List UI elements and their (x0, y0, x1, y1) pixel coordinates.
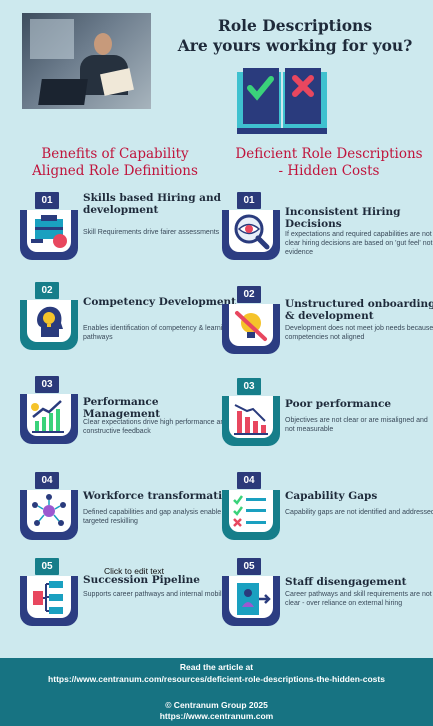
cost-desc-2: Development does not meet job needs beca… (285, 325, 433, 341)
cost-number-3: 03 (237, 378, 261, 395)
stressed-worker-photo (22, 13, 151, 109)
read-article-label: Read the article at (179, 662, 254, 672)
benefit-number-3: 03 (35, 376, 59, 393)
blocked-lightbulb-icon (222, 304, 280, 354)
benefit-title-1: Skills based Hiring and development (83, 192, 221, 216)
footer-banner: Read the article at https://www.centranu… (0, 658, 433, 726)
network-people-icon (20, 490, 78, 540)
lightbulb-head-icon (20, 300, 78, 350)
benefit-title-2: Competency Development (83, 296, 236, 308)
benefit-number-5: 05 (35, 558, 59, 575)
benefits-heading: Benefits of Capability Aligned Role Defi… (20, 146, 210, 180)
cost-item-5: 05 Staff disengagement Career pathways a… (222, 558, 433, 638)
benefit-title-5: Succession Pipeline (83, 574, 200, 586)
cost-number-2: 02 (237, 286, 261, 303)
benefit-title-3: Performance Management (83, 396, 161, 420)
cost-item-1: 01 Inconsistent Hiring Decisions If expe… (222, 192, 433, 272)
cost-number-1: 01 (237, 192, 261, 209)
cost-desc-1: If expectations and required capabilitie… (285, 231, 433, 256)
cost-title-5: Staff disengagement (285, 576, 407, 588)
cost-title-3: Poor performance (285, 398, 392, 410)
page-title: Role Descriptions Are yours working for … (160, 16, 430, 56)
benefit-item-5: 05 Succession Pipeline Supports career p… (20, 558, 235, 638)
edit-text-hint[interactable]: Click to edit text (104, 566, 164, 576)
cost-item-4: 04 Capability Gaps Capability gaps are n… (222, 472, 433, 552)
cost-desc-4: Capability gaps are not identified and a… (285, 509, 433, 516)
benefit-item-3: 03 Performance Management Clear expectat… (20, 376, 235, 456)
benefit-desc-5: Supports career pathways and internal mo… (83, 591, 229, 598)
cost-desc-3: Objectives are not clear or are misalign… (285, 417, 428, 433)
cost-item-2: 02 Unstructured onboarding & development… (222, 286, 433, 366)
cost-title-2: Unstructured onboarding & development (285, 298, 433, 322)
benefit-number-1: 01 (35, 192, 59, 209)
hierarchy-icon (20, 576, 78, 626)
cost-title-4: Capability Gaps (285, 490, 378, 502)
benefits-heading-line-1: Benefits of Capability (41, 146, 189, 162)
benefit-desc-3: Clear expectations drive high performanc… (83, 419, 229, 435)
benefit-title-4: Workforce transformation (83, 490, 237, 502)
title-line-1: Role Descriptions (217, 16, 373, 35)
benefits-heading-line-2: Aligned Role Definitions (32, 163, 198, 179)
benefit-desc-4: Defined capabilities and gap analysis en… (83, 509, 222, 525)
hiring-icon (20, 210, 78, 260)
benefit-number-4: 04 (35, 472, 59, 489)
benefit-number-2: 02 (35, 282, 59, 299)
growth-chart-icon (20, 394, 78, 444)
cost-number-5: 05 (237, 558, 261, 575)
benefit-item-2: 02 Competency Development Enables identi… (20, 282, 236, 362)
title-line-2: Are yours working for you? (177, 36, 413, 55)
benefit-desc-1: Skill Requirements drive fairer assessme… (83, 229, 220, 236)
checklist-icon (222, 490, 280, 540)
costs-heading: Deficient Role Descriptions - Hidden Cos… (225, 146, 433, 180)
cost-desc-5: Career pathways and skill requirements a… (285, 591, 432, 607)
cost-title-1: Inconsistent Hiring Decisions (285, 206, 401, 230)
cost-number-4: 04 (237, 472, 261, 489)
benefit-item-4: 04 Workforce transformation Defined capa… (20, 472, 237, 552)
costs-heading-line-2: - Hidden Costs (278, 163, 380, 179)
costs-heading-line-1: Deficient Role Descriptions (235, 146, 423, 162)
website-link[interactable]: https://www.centranum.com (159, 711, 274, 721)
cost-item-3: 03 Poor performance Objectives are not c… (222, 378, 433, 458)
declining-chart-icon (222, 396, 280, 446)
benefit-desc-2: Enables identification of competency & l… (83, 325, 231, 341)
benefit-item-1: 01 Skills based Hiring and development S… (20, 192, 235, 272)
magnifier-eye-icon (222, 210, 280, 260)
open-book-check-cross-icon (237, 68, 327, 134)
person-exit-icon (222, 576, 280, 626)
copyright-text: © Centranum Group 2025 (165, 700, 268, 710)
article-link[interactable]: https://www.centranum.com/resources/defi… (48, 674, 385, 684)
